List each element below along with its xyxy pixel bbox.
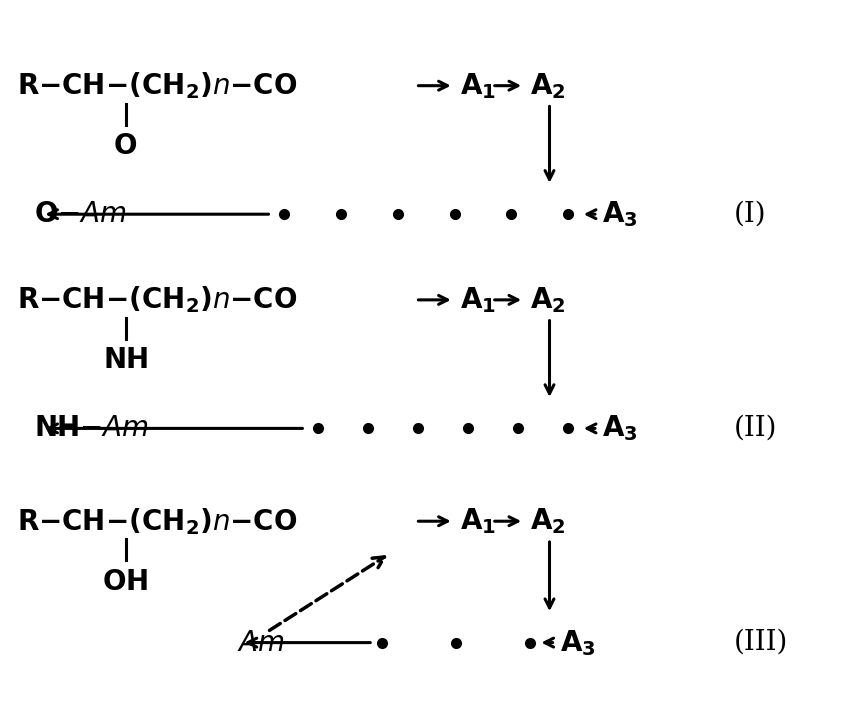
Text: $\mathbf{A_2}$: $\mathbf{A_2}$ — [530, 506, 566, 536]
Text: $\mathbf{A_1}$: $\mathbf{A_1}$ — [460, 506, 495, 536]
Text: $\mathbf{NH}$: $\mathbf{NH}$ — [103, 346, 148, 374]
Text: $\mathbf{R{-}CH{-}(CH_2)\mathit{n}{-}CO}$: $\mathbf{R{-}CH{-}(CH_2)\mathit{n}{-}CO}… — [17, 506, 298, 537]
Text: $\mathbf{O}$: $\mathbf{O}$ — [114, 132, 137, 160]
Text: $\mathbf{A_3}$: $\mathbf{A_3}$ — [602, 199, 638, 229]
Text: $\mathbf{NH}{-}A\mathit{m}$: $\mathbf{NH}{-}A\mathit{m}$ — [34, 414, 149, 443]
Text: $\mathbf{A_3}$: $\mathbf{A_3}$ — [602, 413, 638, 443]
Text: $A\mathit{m}$: $A\mathit{m}$ — [237, 628, 285, 657]
Text: (II): (II) — [734, 415, 777, 442]
Text: $\mathbf{A_3}$: $\mathbf{A_3}$ — [560, 628, 595, 658]
Text: (III): (III) — [734, 629, 788, 656]
Text: $\mathbf{A_2}$: $\mathbf{A_2}$ — [530, 285, 566, 315]
Text: $\mathbf{A_1}$: $\mathbf{A_1}$ — [460, 285, 495, 315]
Text: $\mathbf{O}{-}A\mathit{m}$: $\mathbf{O}{-}A\mathit{m}$ — [34, 200, 127, 228]
Text: $\mathbf{OH}$: $\mathbf{OH}$ — [103, 568, 148, 595]
Text: $\mathbf{A_2}$: $\mathbf{A_2}$ — [530, 71, 566, 101]
Text: $\mathbf{R{-}CH{-}(CH_2)\mathit{n}{-}CO}$: $\mathbf{R{-}CH{-}(CH_2)\mathit{n}{-}CO}… — [17, 284, 298, 316]
Text: (I): (I) — [734, 201, 766, 228]
Text: $\mathbf{R{-}CH{-}(CH_2)\mathit{n}{-}CO}$: $\mathbf{R{-}CH{-}(CH_2)\mathit{n}{-}CO}… — [17, 70, 298, 101]
Text: $\mathbf{A_1}$: $\mathbf{A_1}$ — [460, 71, 495, 101]
